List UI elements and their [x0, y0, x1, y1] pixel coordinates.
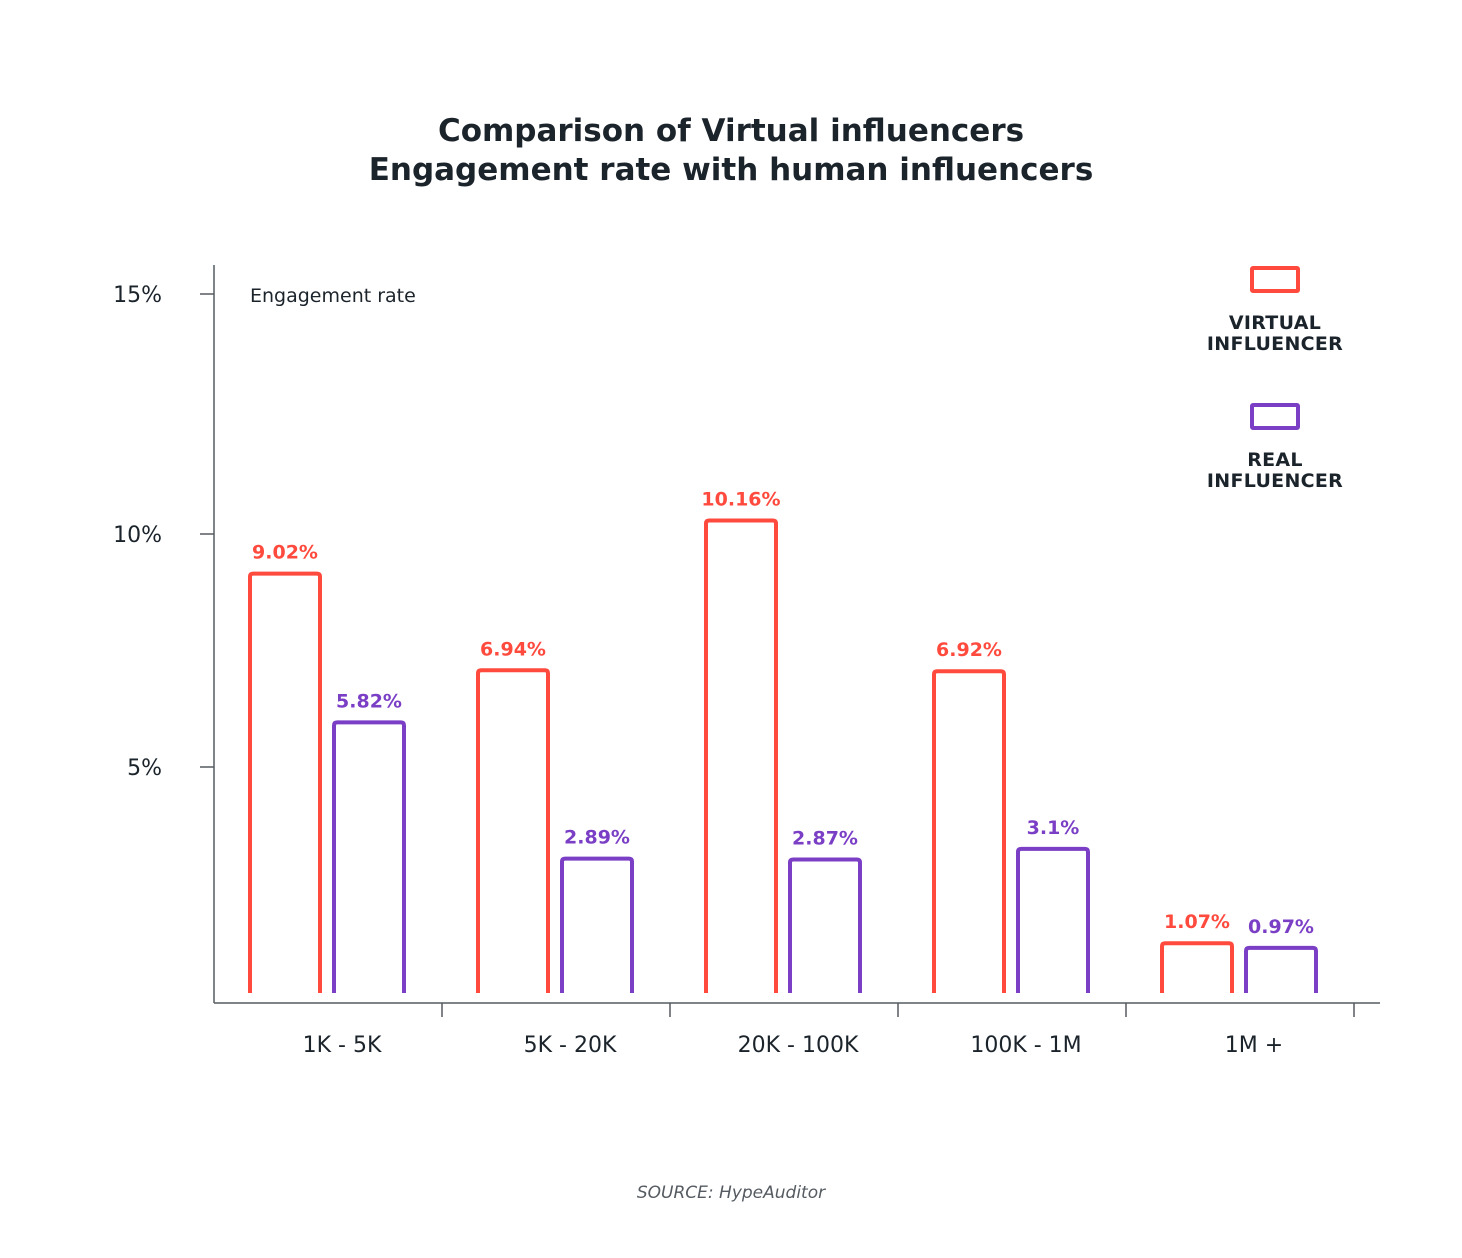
y-tick-label: 5%	[127, 756, 162, 781]
legend-label-real-line-1: REAL	[1247, 449, 1303, 471]
bar-real	[788, 857, 862, 993]
legend-swatch-virtual	[1250, 266, 1300, 293]
y-axis-label: Engagement rate	[250, 285, 416, 307]
bar-virtual	[248, 571, 322, 993]
x-tick-label: 1K - 5K	[303, 1033, 382, 1058]
x-tick-label: 20K - 100K	[738, 1033, 859, 1058]
data-label: 6.92%	[936, 639, 1002, 661]
bar-virtual	[704, 518, 778, 993]
data-label: 2.89%	[564, 827, 630, 849]
bars	[248, 518, 1318, 993]
legend-label-virtual-line-2: INFLUENCER	[1206, 333, 1344, 355]
data-label: 1.07%	[1164, 911, 1230, 933]
x-tick-label: 1M +	[1225, 1033, 1283, 1058]
data-label: 3.1%	[1027, 817, 1080, 839]
bar-real	[332, 720, 406, 993]
legend-label-virtual-line-1: VIRTUAL	[1228, 312, 1322, 334]
value-labels: 9.02% 6.94% 10.16% 6.92% 1.07% 5.82% 2.89% 2.87…	[252, 489, 1314, 938]
chart-title-line-2: Engagement rate with human influencers	[368, 152, 1094, 188]
bar-real	[1244, 945, 1318, 993]
legend-label-real-line-2: INFLUENCER	[1206, 470, 1344, 492]
x-tick-label: 100K - 1M	[970, 1033, 1081, 1058]
bar-virtual	[932, 669, 1006, 993]
data-label: 10.16%	[701, 489, 780, 511]
source-note: SOURCE: HypeAuditor	[636, 1183, 826, 1203]
chart-title-line-1: Comparison of Virtual influencers	[437, 113, 1025, 149]
bar-real	[1016, 846, 1090, 993]
legend-item-real: REAL INFLUENCER	[1195, 403, 1355, 492]
axes: 5% 10% 15% 1K - 5K 5K - 20K 20K - 100K 100K - …	[113, 265, 1380, 1058]
x-tick-label: 5K - 20K	[524, 1033, 617, 1058]
data-label: 5.82%	[336, 690, 402, 712]
bar-virtual	[476, 668, 550, 993]
data-label: 9.02%	[252, 542, 318, 564]
data-label: 6.94%	[480, 638, 546, 660]
y-tick-label: 10%	[113, 523, 162, 548]
bar-virtual	[1160, 941, 1234, 993]
data-label: 0.97%	[1248, 916, 1314, 938]
legend-item-virtual: VIRTUAL INFLUENCER	[1195, 266, 1355, 355]
y-tick-label: 15%	[113, 283, 162, 308]
bar-real	[560, 856, 634, 993]
data-label: 2.87%	[792, 828, 858, 850]
legend-swatch-real	[1250, 403, 1300, 430]
chart-title: Comparison of Virtual influencers Engage…	[0, 112, 1462, 190]
